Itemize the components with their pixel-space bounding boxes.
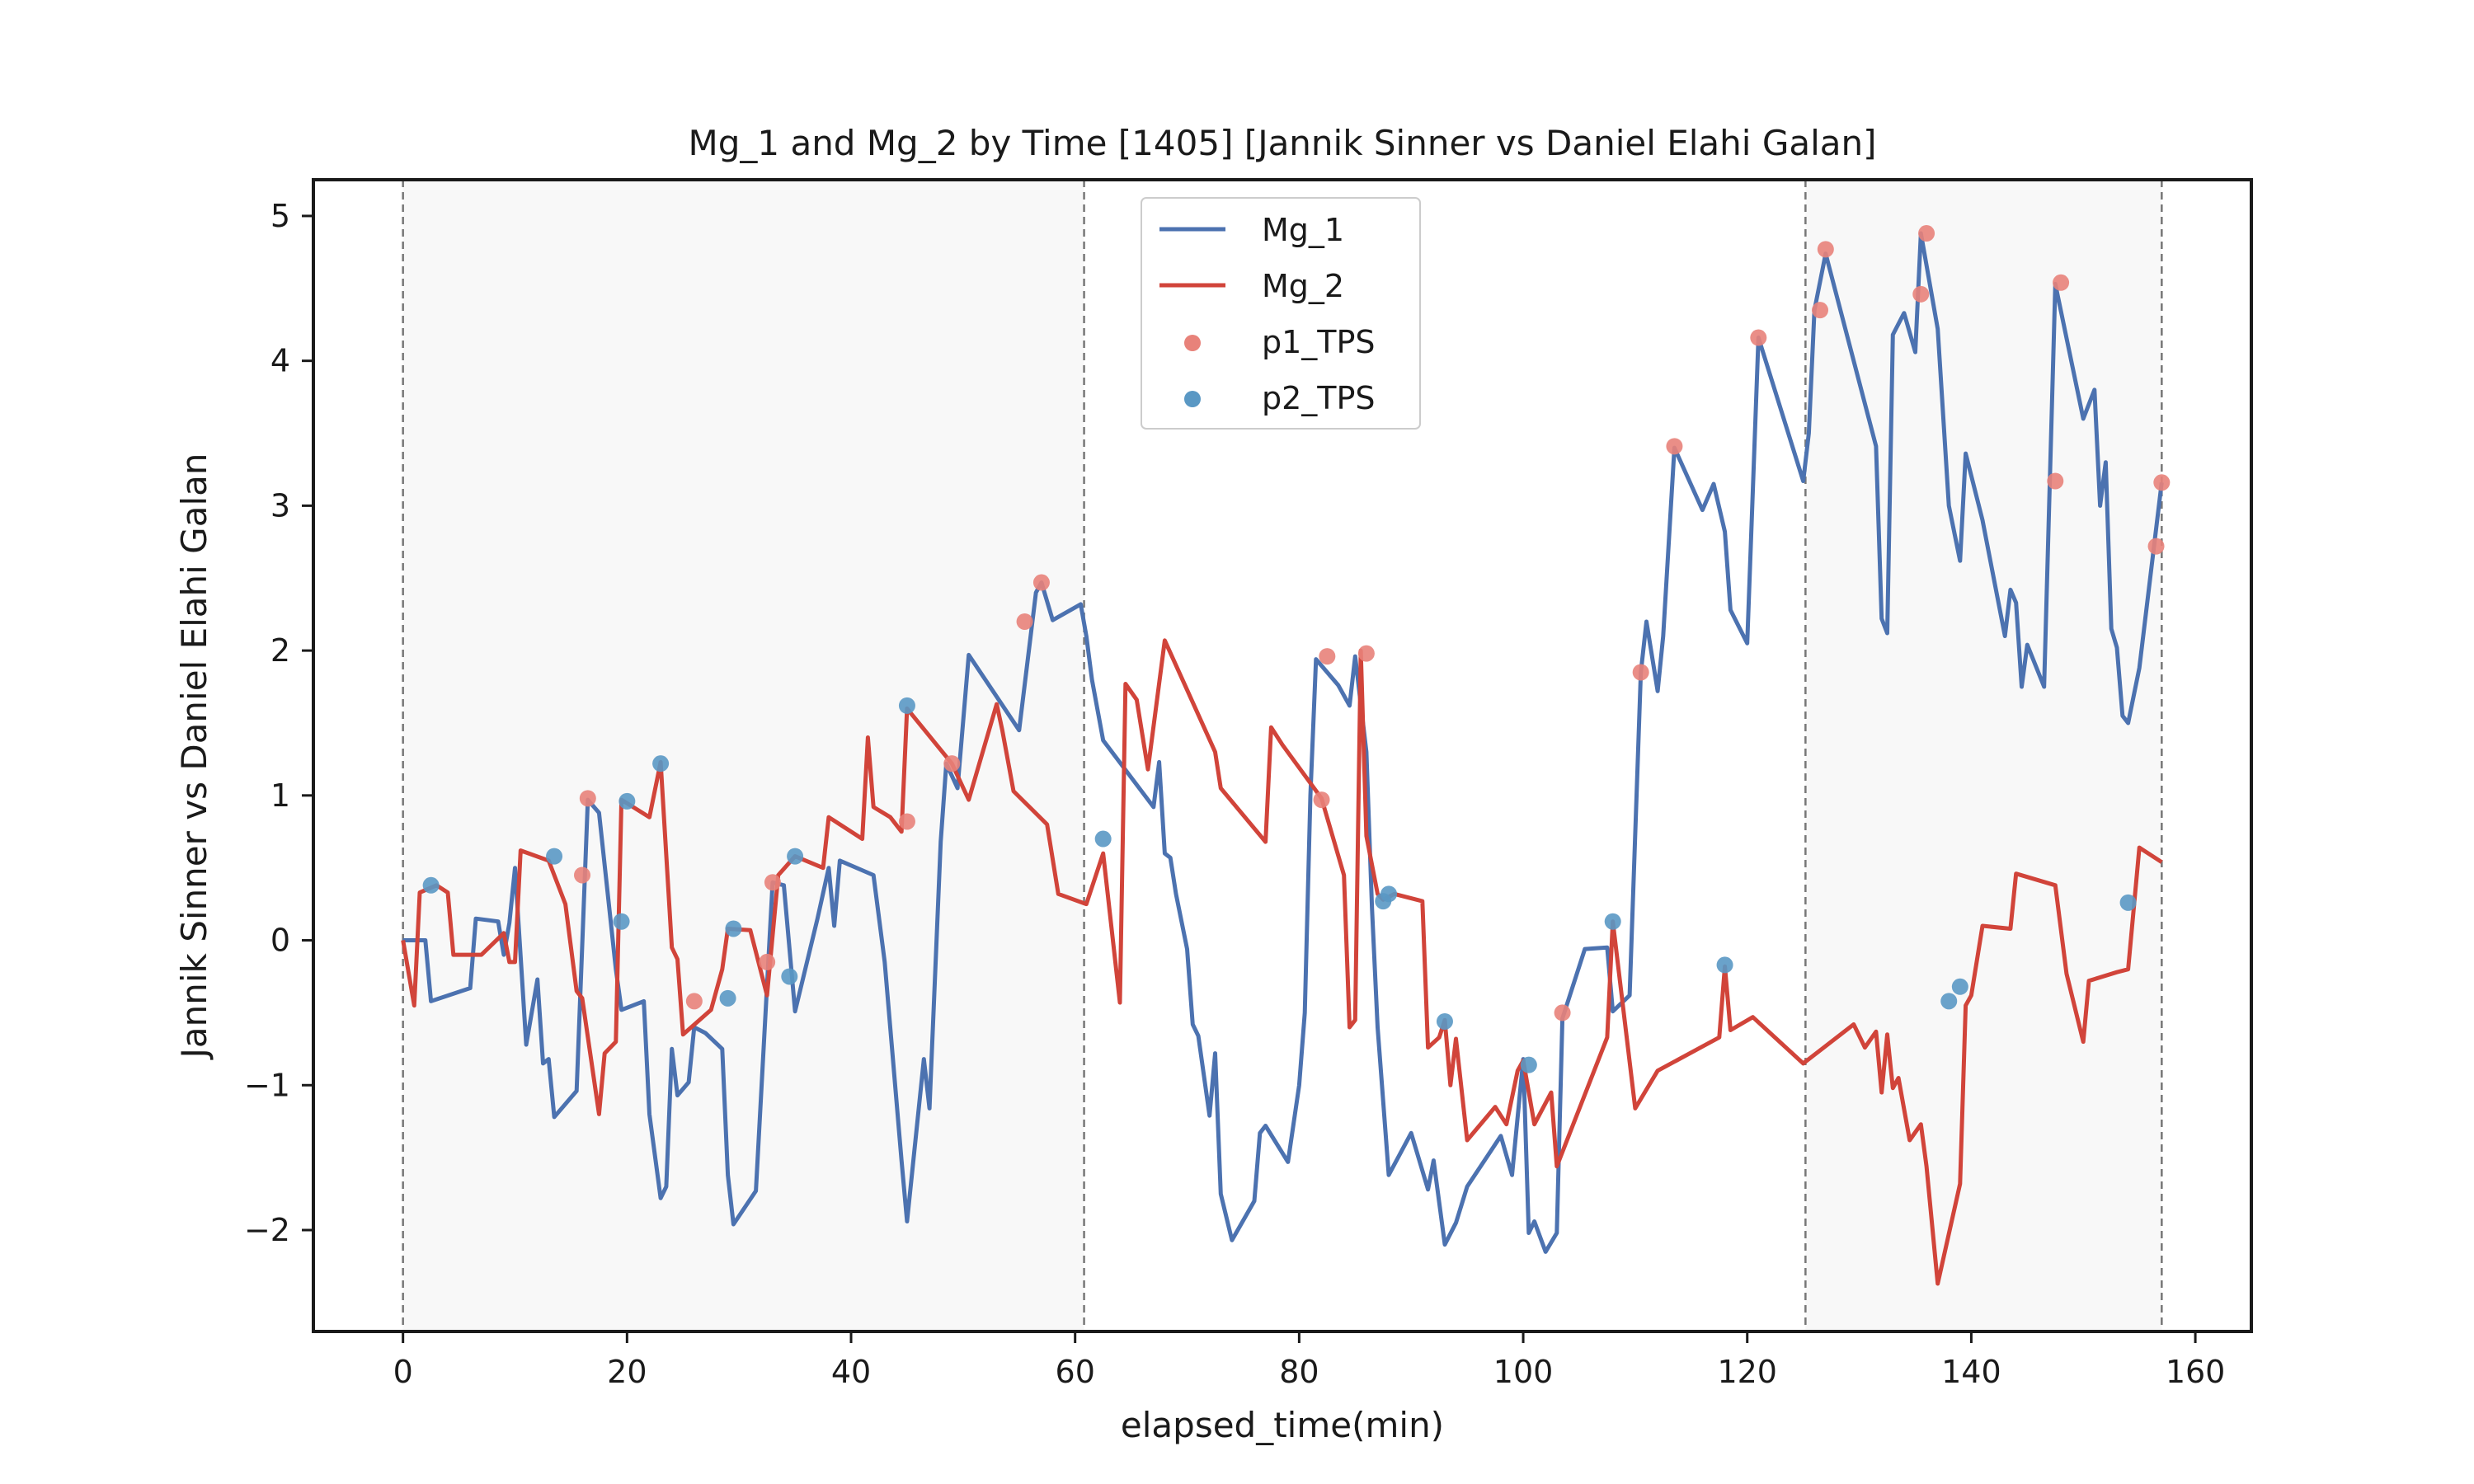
x-axis-label: elapsed_time(min): [1121, 1405, 1444, 1445]
scatter-point-p1_TPS-5: [898, 813, 915, 830]
scatter-point-p1_TPS-2: [685, 993, 703, 1010]
scatter-point-p1_TPS-22: [2147, 538, 2165, 555]
x-tick-label-160: 160: [2166, 1354, 2226, 1390]
x-tick-label-140: 140: [1941, 1354, 2001, 1390]
scatter-point-p2_TPS-3: [618, 792, 636, 810]
scatter-point-p1_TPS-6: [943, 755, 961, 773]
scatter-point-p1_TPS-12: [1554, 1004, 1571, 1021]
scatter-point-p2_TPS-19: [2119, 894, 2137, 911]
scatter-point-p1_TPS-0: [579, 790, 596, 807]
legend-swatch-p1_TPS: [1184, 335, 1201, 351]
scatter-point-p2_TPS-12: [1380, 885, 1398, 903]
scatter-point-p1_TPS-13: [1632, 664, 1649, 681]
x-tick-label-0: 0: [393, 1354, 413, 1390]
y-tick-label-2: 2: [270, 632, 290, 669]
x-tick-label-40: 40: [831, 1354, 871, 1390]
scatter-point-p2_TPS-4: [652, 755, 670, 773]
y-tick-label-4: 4: [270, 343, 290, 379]
scatter-point-p1_TPS-14: [1666, 438, 1683, 455]
scatter-point-p1_TPS-15: [1750, 329, 1767, 346]
axis-ticks: 0 20 40 60 80 100 120 140 160 −2 −1 0 1 2 3 4 5: [244, 198, 2225, 1390]
scatter-point-p2_TPS-6: [725, 920, 742, 937]
scatter-points: [422, 225, 2171, 1073]
scatter-point-p1_TPS-4: [764, 874, 781, 891]
y-tick-label--1: −1: [244, 1067, 290, 1103]
scatter-point-p2_TPS-13: [1436, 1012, 1453, 1030]
scatter-point-p1_TPS-1: [574, 866, 591, 884]
shaded-sets: [402, 180, 2162, 1331]
legend-label-Mg_2: Mg_2: [1262, 268, 1344, 304]
y-axis-label: Jannik Sinner vs Daniel Elahi Galan: [174, 453, 214, 1061]
shaded-set-0: [402, 180, 1084, 1331]
series-line-Mg_2: [401, 638, 2163, 1286]
x-tick-label-120: 120: [1717, 1354, 1777, 1390]
legend-swatch-p2_TPS: [1184, 391, 1201, 407]
series-line-Mg_1: [402, 231, 2164, 1254]
scatter-point-p2_TPS-14: [1520, 1056, 1537, 1073]
y-tick-label-5: 5: [270, 198, 290, 234]
x-tick-label-60: 60: [1056, 1354, 1095, 1390]
y-tick-label-0: 0: [270, 923, 290, 959]
scatter-point-p1_TPS-16: [1812, 302, 1829, 319]
x-tick-label-80: 80: [1279, 1354, 1319, 1390]
scatter-point-p1_TPS-11: [1313, 791, 1330, 809]
plot-frame: [312, 178, 2253, 1333]
legend: Mg_1 Mg_2 p1_TPS p2_TPS: [1141, 197, 1421, 430]
scatter-point-p2_TPS-15: [1604, 913, 1621, 930]
scatter-point-p2_TPS-8: [781, 968, 798, 985]
scatter-point-p1_TPS-21: [2053, 274, 2070, 291]
x-tick-label-100: 100: [1493, 1354, 1554, 1390]
scatter-point-p1_TPS-23: [2153, 474, 2171, 491]
scatter-point-p2_TPS-9: [898, 697, 915, 714]
scatter-point-p2_TPS-2: [613, 913, 630, 930]
scatter-point-p1_TPS-10: [1357, 645, 1375, 662]
legend-box: [1141, 197, 1421, 430]
scatter-point-p2_TPS-18: [1951, 978, 1968, 995]
scatter-point-p1_TPS-7: [1016, 613, 1033, 630]
scatter-point-p1_TPS-20: [2047, 472, 2064, 490]
legend-label-Mg_1: Mg_1: [1262, 212, 1344, 248]
y-tick-label--2: −2: [244, 1212, 290, 1248]
y-tick-label-1: 1: [270, 777, 290, 814]
scatter-point-p2_TPS-1: [546, 848, 563, 865]
chart-title: Mg_1 and Mg_2 by Time [1405] [Jannik Sin…: [688, 123, 1876, 163]
scatter-point-p2_TPS-7: [787, 848, 804, 865]
scatter-point-p1_TPS-18: [1912, 285, 1930, 303]
scatter-point-p2_TPS-0: [422, 876, 440, 894]
x-tick-label-20: 20: [607, 1354, 647, 1390]
shaded-set-1: [1805, 180, 2162, 1331]
scatter-point-p2_TPS-5: [719, 989, 736, 1007]
scatter-point-p1_TPS-19: [1918, 225, 1935, 242]
scatter-point-p1_TPS-17: [1817, 241, 1834, 258]
scatter-point-p2_TPS-17: [1940, 993, 1958, 1010]
scatter-point-p1_TPS-9: [1319, 648, 1336, 665]
set-boundary-lines: [402, 180, 2163, 1331]
scatter-point-p1_TPS-3: [759, 953, 776, 970]
scatter-point-p2_TPS-10: [1094, 830, 1112, 848]
legend-label-p1_TPS: p1_TPS: [1262, 324, 1376, 360]
scatter-point-p2_TPS-16: [1716, 956, 1733, 974]
y-tick-label-3: 3: [270, 487, 290, 524]
legend-label-p2_TPS: p2_TPS: [1262, 380, 1376, 416]
series-lines: [401, 231, 2164, 1286]
scatter-point-p1_TPS-8: [1032, 574, 1050, 591]
